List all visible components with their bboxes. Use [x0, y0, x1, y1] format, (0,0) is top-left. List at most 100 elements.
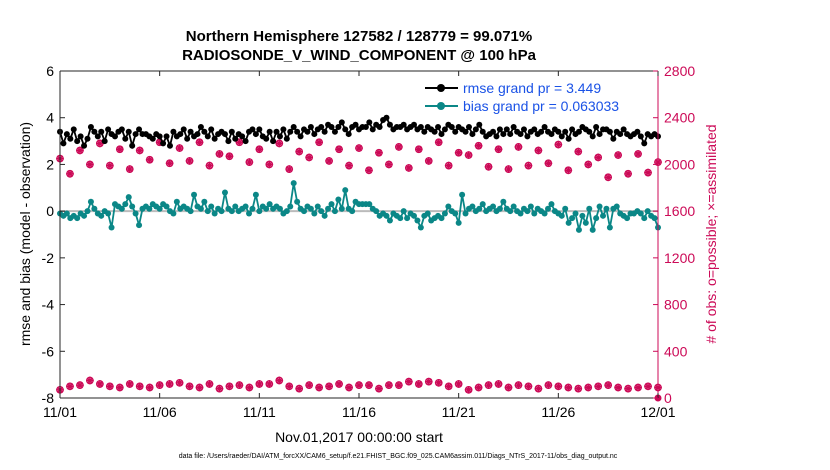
y-left-tick-label: 4 — [46, 110, 54, 126]
obs_low-assimilated-marker — [484, 381, 493, 389]
obs_possible_daily-point — [165, 159, 174, 168]
bias-point — [108, 224, 115, 231]
obs_low-point — [644, 382, 652, 391]
bias-point — [314, 203, 321, 210]
obs_possible_daily-assimilated-marker — [185, 157, 194, 165]
bias-point — [204, 208, 211, 215]
obs_possible_daily-assimilated-marker — [464, 151, 473, 159]
obs_low-point — [305, 381, 314, 390]
rmse-point — [105, 126, 112, 133]
bias-point — [455, 219, 462, 226]
obs_possible_daily-point — [66, 169, 74, 178]
rmse-point — [81, 142, 88, 149]
obs_possible_daily-point — [335, 145, 343, 154]
bias-point — [441, 210, 448, 217]
obs_possible_daily-assimilated-marker — [235, 138, 244, 147]
obs_possible_daily-point — [474, 141, 483, 150]
rmse-point — [170, 128, 177, 135]
rmse-point — [510, 124, 517, 131]
obs_low-assimilated-marker — [106, 382, 114, 391]
rmse-point — [345, 131, 352, 138]
rmse-point — [606, 128, 613, 135]
obs_possible_daily-assimilated-marker — [86, 160, 94, 169]
obs_low-assimilated-marker — [315, 383, 323, 392]
bias-point — [541, 210, 548, 217]
bias-point — [246, 210, 253, 217]
rmse-point — [331, 128, 338, 135]
legend-bias-marker — [437, 102, 445, 110]
rmse-point — [280, 126, 287, 133]
rmse-point — [517, 131, 524, 138]
rmse-point — [136, 126, 143, 133]
obs_low-point — [125, 380, 134, 388]
obs_possible_daily-point — [574, 147, 583, 156]
obs_low-assimilated-marker — [345, 383, 353, 392]
obs_possible_daily-assimilated-marker — [335, 145, 343, 154]
obs_possible_daily-point — [534, 146, 543, 155]
obs_low-assimilated-marker — [325, 382, 333, 391]
obs_low-point — [365, 381, 373, 390]
obs_possible_daily-point — [325, 157, 333, 165]
obs_low-assimilated-marker — [494, 380, 503, 388]
rmse-point — [524, 133, 531, 140]
obs_possible_daily-assimilated-marker — [325, 157, 333, 165]
rmse-point — [77, 133, 84, 140]
obs_low-point — [375, 384, 383, 393]
bias-point — [624, 215, 631, 222]
obs_possible_daily-point — [454, 148, 463, 157]
bias-point — [81, 212, 88, 219]
legend-rmse-marker — [437, 84, 445, 92]
rmse-point — [74, 138, 81, 145]
bias-point — [156, 205, 163, 212]
obs_possible_daily-point — [395, 143, 403, 151]
obs_possible_daily-assimilated-marker — [484, 162, 493, 171]
obs_low-point — [96, 380, 104, 388]
obs_possible_daily-point — [604, 173, 613, 182]
obs_possible_daily-assimilated-marker — [205, 161, 214, 170]
obs_possible_daily-assimilated-marker — [135, 146, 144, 155]
obs_low-point — [175, 378, 184, 387]
obs_low-assimilated-marker — [415, 380, 423, 388]
obs_possible_daily-point — [305, 153, 314, 162]
x-axis-label: Nov.01,2017 00:00:00 start — [275, 429, 443, 445]
bias-point — [208, 203, 215, 210]
rmse-point — [335, 124, 342, 131]
obs_possible_daily-point — [464, 151, 473, 159]
rmse-point — [132, 131, 139, 138]
rmse-point — [369, 126, 376, 133]
obs_low-assimilated-marker — [195, 383, 204, 392]
bias-point — [582, 219, 589, 226]
obs_low-assimilated-marker — [215, 384, 224, 393]
obs_low-assimilated-marker — [275, 376, 284, 385]
rmse-point — [122, 135, 129, 142]
bias-point — [221, 189, 228, 196]
obs_possible_daily-point — [225, 152, 234, 161]
obs_low-assimilated-marker — [305, 381, 313, 389]
obs_possible_daily-assimilated-marker — [345, 161, 353, 170]
obs_low-point — [554, 382, 563, 391]
rmse-point — [221, 131, 228, 138]
x-tick-label: 12/01 — [640, 404, 675, 420]
obs_low-assimilated-marker — [385, 381, 393, 389]
chart-title-line1: Northern Hemisphere 127582 / 128779 = 99… — [186, 28, 532, 45]
obs_low-assimilated-marker — [155, 381, 164, 389]
obs_possible_daily-assimilated-marker — [415, 145, 423, 154]
rmse-point — [637, 133, 644, 140]
obs_possible_daily-assimilated-marker — [116, 145, 124, 154]
obs_low-point — [424, 377, 433, 386]
rmse-point — [208, 126, 215, 133]
obs_low-assimilated-marker — [255, 380, 264, 388]
obs_low-assimilated-marker — [66, 382, 74, 391]
bias-point — [201, 198, 208, 205]
bias-point — [328, 201, 335, 208]
obs_possible_daily-point — [594, 153, 603, 162]
y-right-tick-label: 2000 — [664, 156, 695, 172]
obs_possible_daily-point — [175, 144, 184, 152]
obs_possible_daily-point — [345, 161, 353, 170]
obs_low-point — [594, 382, 603, 391]
obs_low-point — [544, 381, 553, 390]
obs_possible_daily-point — [504, 165, 513, 173]
bias-point — [132, 210, 139, 217]
rmse-point — [476, 121, 483, 128]
obs_low-point — [444, 382, 453, 391]
